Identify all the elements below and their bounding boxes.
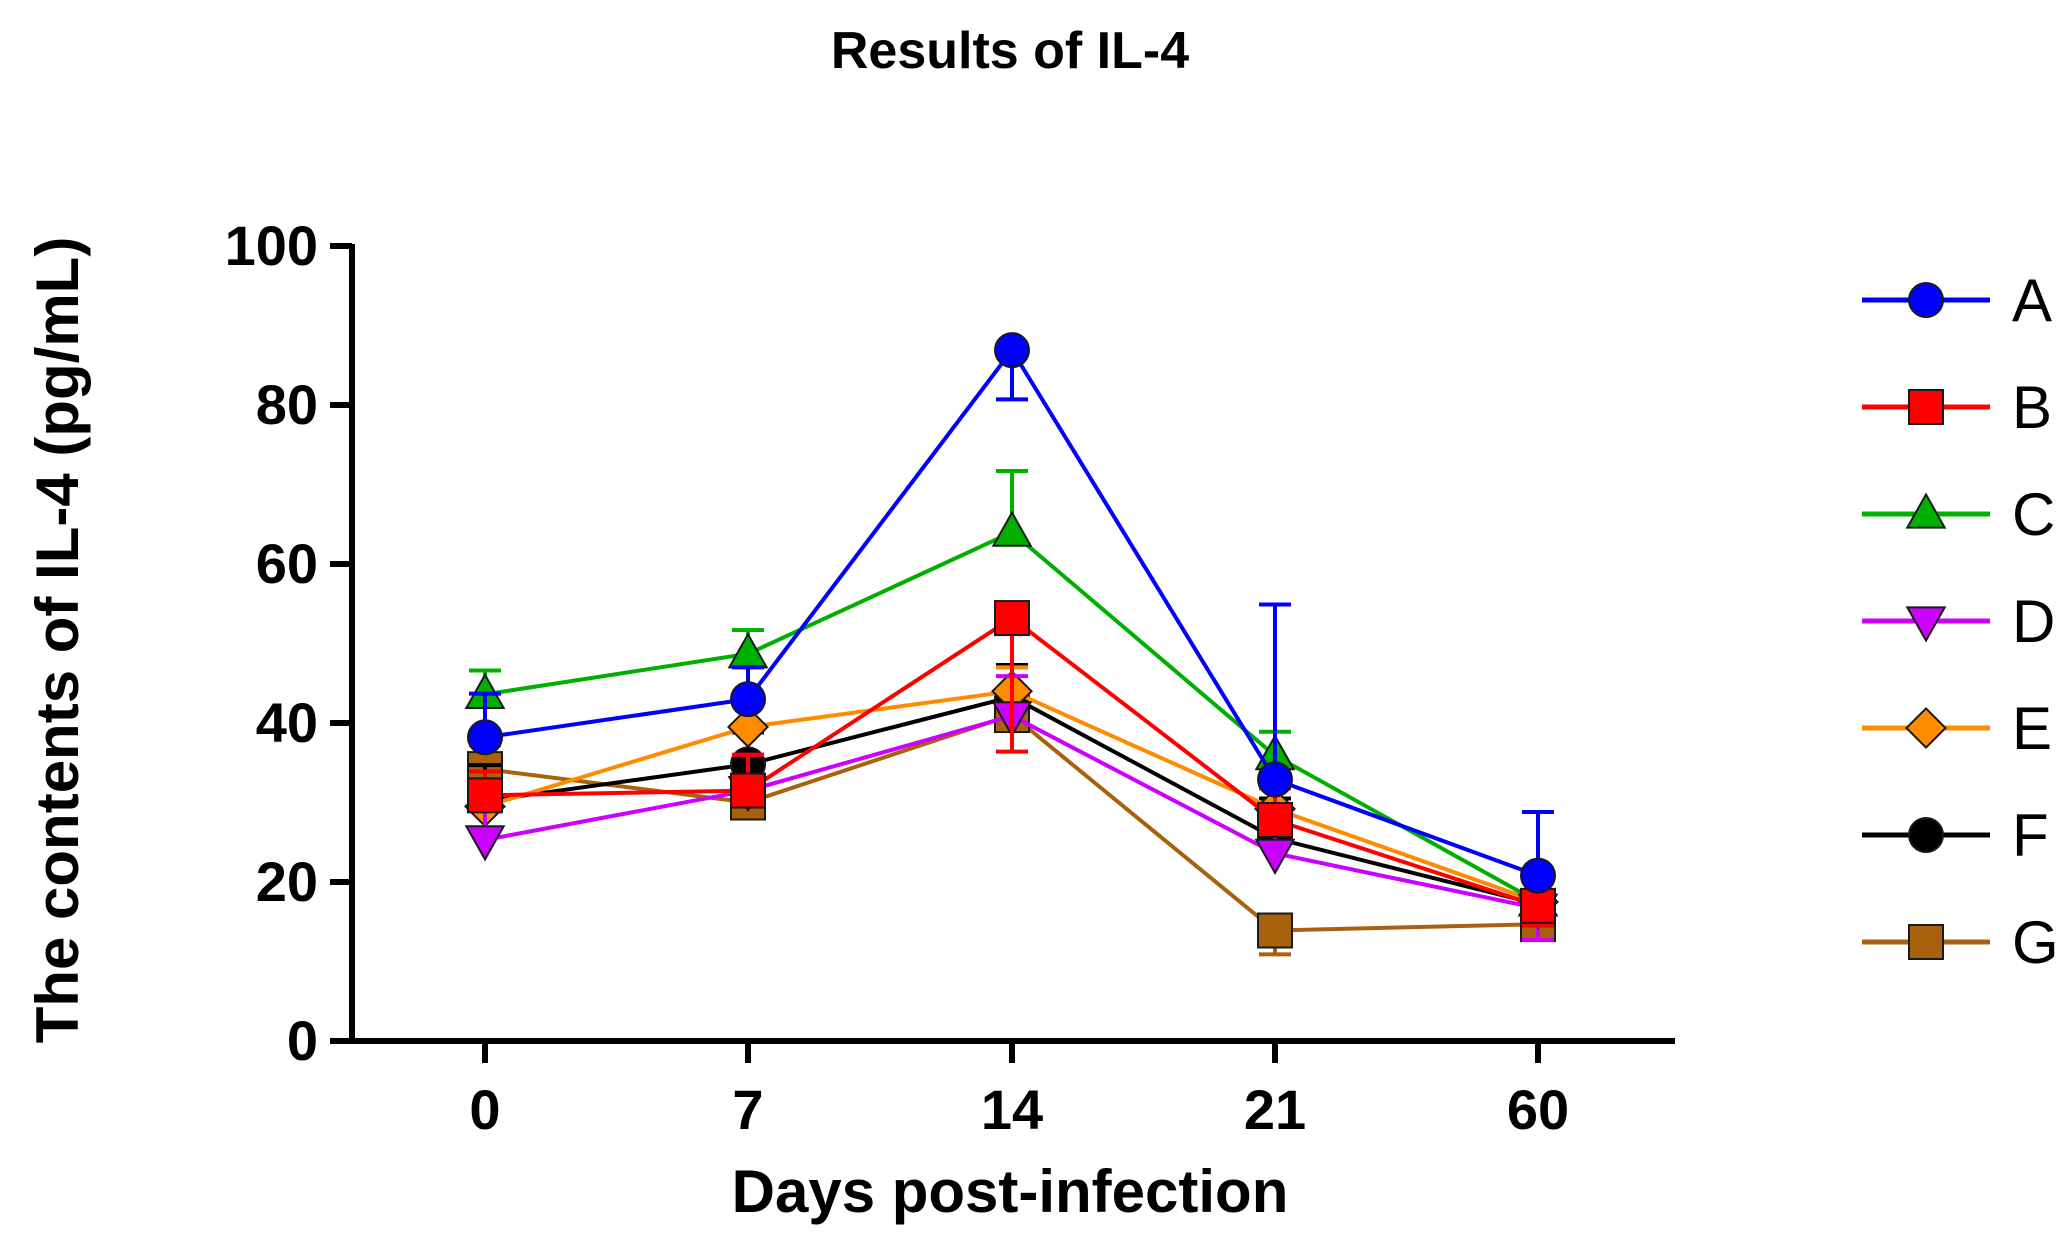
data-point [467, 777, 503, 814]
legend-item-C: C [1862, 481, 2055, 548]
legend-marker [1905, 492, 1947, 529]
legend-label: A [2012, 267, 2052, 334]
data-point [1520, 887, 1556, 924]
data-point [994, 332, 1030, 369]
data-point [991, 510, 1033, 547]
legend-label: E [2012, 695, 2052, 762]
data-point [1257, 912, 1293, 949]
x-tick-label: 21 [1244, 1078, 1306, 1141]
data-point [994, 600, 1030, 637]
axes: 0 20 40 60 80 100 0 7 14 21 60 [225, 214, 1675, 1141]
legend-label: C [2012, 481, 2055, 548]
y-tick-label: 80 [256, 373, 318, 436]
legend-label: F [2012, 802, 2049, 869]
y-tick-label: 40 [256, 691, 318, 754]
legend-marker [1908, 817, 1944, 853]
legend-item-G: G [1862, 909, 2059, 976]
legend-item-A: A [1862, 267, 2052, 334]
data-point [467, 719, 503, 756]
chart-title: Results of IL-4 [831, 22, 1189, 80]
y-tick-label: 100 [225, 214, 318, 277]
legend-item-F: F [1862, 802, 2049, 869]
legend-marker [1908, 389, 1944, 425]
data-point [1257, 761, 1293, 798]
data-point [1520, 857, 1556, 894]
data-point [1254, 838, 1296, 875]
legend-item-D: D [1862, 588, 2055, 655]
y-axis-label: The contents of IL-4 (pg/mL) [24, 237, 91, 1044]
plot-area [464, 332, 1559, 957]
x-tick-label: 7 [732, 1078, 763, 1141]
y-tick-label: 20 [256, 850, 318, 913]
data-point [1257, 801, 1293, 838]
legend-marker [1905, 606, 1947, 643]
data-point [730, 772, 766, 809]
legend-label: G [2012, 909, 2059, 976]
series-A [467, 332, 1556, 894]
y-tick-label: 60 [256, 532, 318, 595]
data-point [727, 706, 769, 748]
legend-item-E: E [1862, 695, 2052, 762]
x-axis-label: Days post-infection [732, 1158, 1289, 1225]
x-tick-label: 0 [469, 1078, 500, 1141]
data-point [730, 681, 766, 718]
legend-marker [1905, 707, 1947, 749]
x-tick-label: 60 [1507, 1078, 1569, 1141]
x-tick-label: 14 [981, 1078, 1043, 1141]
legend-marker [1908, 924, 1944, 960]
legend-label: B [2012, 374, 2052, 441]
y-tick-label: 0 [287, 1009, 318, 1072]
legend-item-B: B [1862, 374, 2052, 441]
data-point [727, 632, 769, 669]
legend-label: D [2012, 588, 2055, 655]
data-point [464, 825, 506, 862]
legend-marker [1908, 282, 1944, 318]
